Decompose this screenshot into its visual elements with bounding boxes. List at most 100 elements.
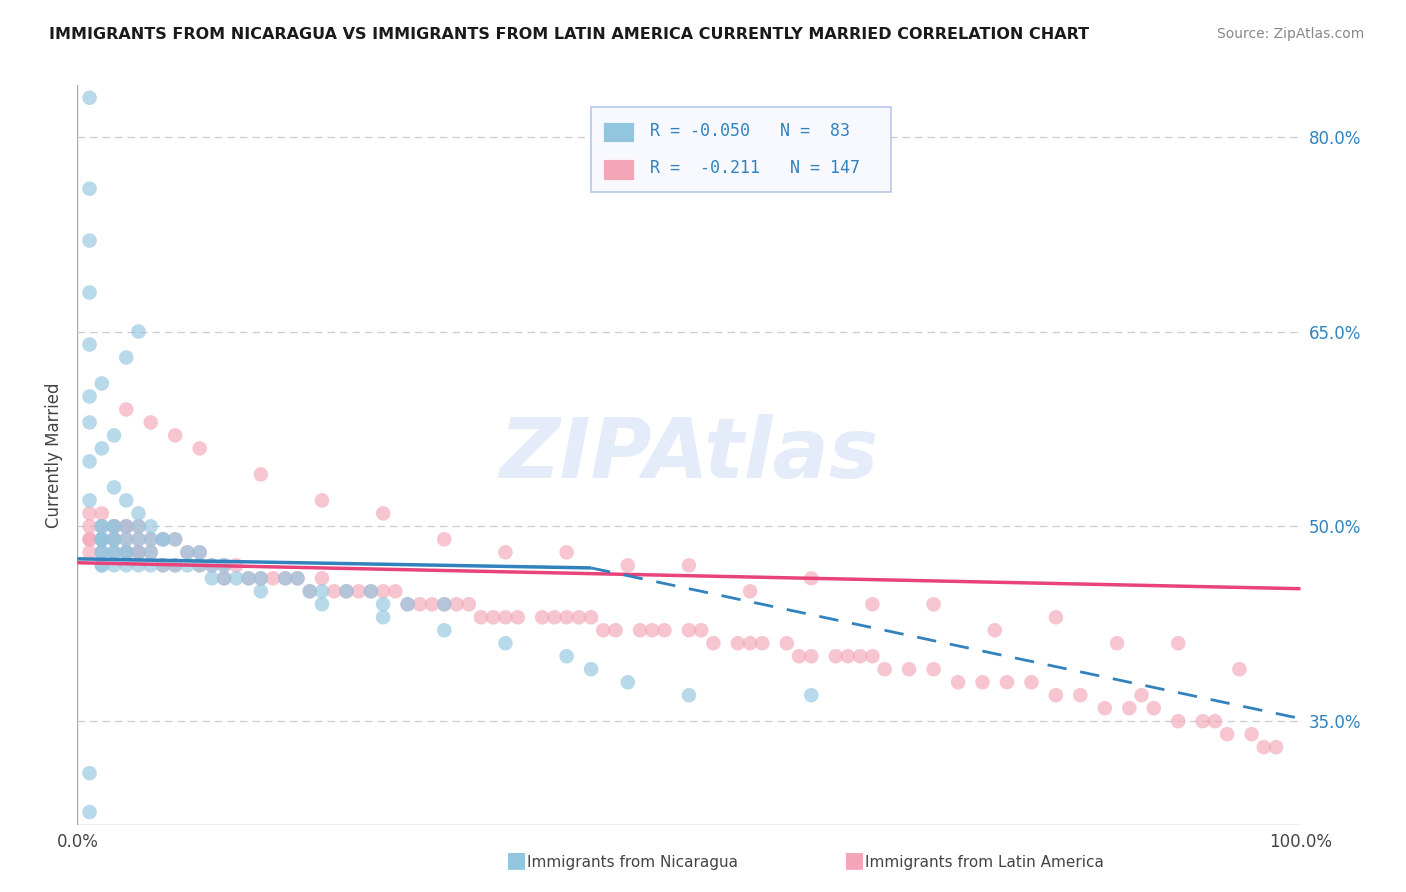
Point: [127, 558, 149, 573]
Point: [79, 91, 101, 105]
Point: [103, 519, 125, 533]
Point: [849, 649, 872, 664]
Point: [433, 624, 456, 638]
Point: [139, 545, 162, 559]
Point: [690, 624, 713, 638]
Point: [360, 584, 382, 599]
Point: [1191, 714, 1213, 729]
Point: [115, 519, 138, 533]
Point: [751, 636, 773, 650]
Point: [495, 610, 517, 624]
Text: R =  -0.211   N = 147: R = -0.211 N = 147: [650, 159, 860, 177]
Point: [90, 545, 112, 559]
Point: [79, 805, 101, 819]
Point: [543, 610, 565, 624]
Point: [433, 533, 456, 547]
Point: [201, 558, 224, 573]
Point: [837, 649, 859, 664]
Point: [79, 285, 101, 300]
Point: [127, 533, 149, 547]
Point: [1240, 727, 1263, 741]
Bar: [603, 122, 634, 143]
Point: [311, 493, 333, 508]
Point: [79, 507, 101, 521]
Point: [103, 545, 125, 559]
Point: [103, 533, 125, 547]
Point: [862, 649, 884, 664]
Point: [115, 402, 138, 417]
Point: [873, 662, 896, 676]
Point: [103, 558, 125, 573]
Point: [103, 533, 125, 547]
Point: [90, 442, 112, 456]
Point: [115, 545, 138, 559]
Point: [103, 533, 125, 547]
Point: [79, 533, 101, 547]
Point: [409, 597, 432, 611]
Point: [212, 558, 235, 573]
Point: [628, 624, 651, 638]
Y-axis label: Currently Married: Currently Married: [45, 382, 63, 528]
Point: [605, 624, 627, 638]
Point: [238, 571, 260, 585]
Point: [482, 610, 505, 624]
Point: [360, 584, 382, 599]
Point: [79, 234, 101, 248]
Point: [90, 507, 112, 521]
Point: [555, 649, 578, 664]
Point: [90, 519, 112, 533]
Point: [800, 649, 823, 664]
Point: [335, 584, 357, 599]
Point: [984, 624, 1007, 638]
Point: [79, 766, 101, 780]
Point: [995, 675, 1018, 690]
Point: [90, 533, 112, 547]
Text: R = -0.050   N =  83: R = -0.050 N = 83: [650, 121, 849, 140]
Point: [1130, 688, 1153, 702]
Point: [1167, 714, 1189, 729]
Point: [371, 507, 394, 521]
Text: ■: ■: [506, 850, 527, 870]
Point: [579, 662, 602, 676]
Point: [568, 610, 591, 624]
Point: [617, 558, 640, 573]
Point: [592, 624, 614, 638]
Point: [127, 545, 149, 559]
Point: [188, 558, 211, 573]
Point: [1167, 636, 1189, 650]
Point: [862, 597, 884, 611]
Point: [274, 571, 297, 585]
Point: [152, 533, 174, 547]
Point: [824, 649, 846, 664]
Point: [90, 545, 112, 559]
Point: [103, 533, 125, 547]
Point: [79, 416, 101, 430]
Point: [641, 624, 664, 638]
Point: [165, 533, 187, 547]
Point: [654, 624, 676, 638]
Point: [678, 558, 700, 573]
Point: [323, 584, 346, 599]
Point: [79, 454, 101, 468]
Point: [188, 545, 211, 559]
Point: [287, 571, 309, 585]
Point: [396, 597, 419, 611]
Point: [1045, 610, 1067, 624]
Point: [103, 519, 125, 533]
Point: [79, 493, 101, 508]
Point: [90, 558, 112, 573]
Point: [115, 351, 138, 365]
Point: [115, 545, 138, 559]
Point: [1143, 701, 1166, 715]
Point: [946, 675, 969, 690]
Point: [152, 558, 174, 573]
Text: Immigrants from Nicaragua: Immigrants from Nicaragua: [527, 855, 738, 870]
FancyBboxPatch shape: [591, 107, 891, 192]
Point: [1021, 675, 1043, 690]
Point: [495, 545, 517, 559]
Point: [115, 533, 138, 547]
Point: [740, 636, 762, 650]
Point: [506, 610, 529, 624]
Point: [262, 571, 284, 585]
Point: [115, 533, 138, 547]
